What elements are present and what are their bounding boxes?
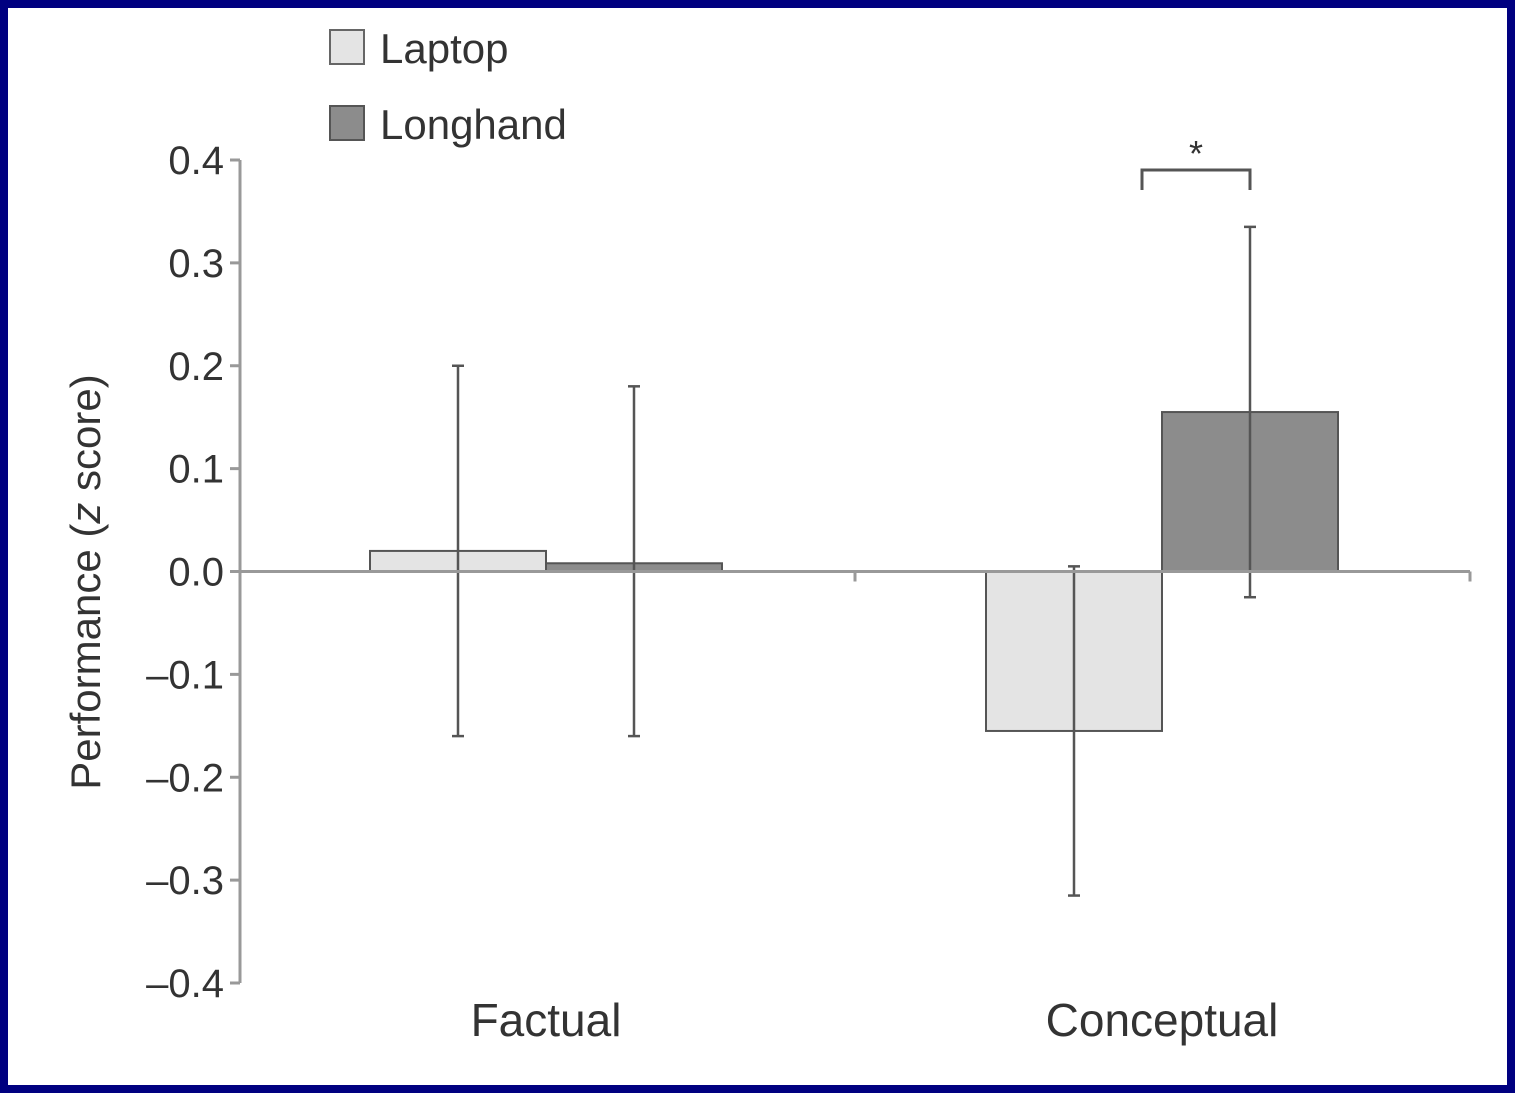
y-tick-label: –0.3: [146, 859, 224, 903]
y-tick-label: 0.0: [168, 551, 224, 595]
error-bars: [452, 225, 1256, 897]
x-category-label: Conceptual: [1046, 994, 1279, 1046]
legend-label-laptop: Laptop: [380, 25, 508, 72]
significance-bracket-line: [1140, 168, 1252, 190]
bar-chart: Laptop Longhand Performance (z score) 0.…: [62, 25, 1472, 1046]
y-tick-label: –0.2: [146, 756, 224, 800]
y-tick-label: –0.4: [146, 962, 224, 1006]
significance-bracket: *: [1140, 133, 1252, 190]
significance-marker: *: [1189, 133, 1203, 174]
x-axis: Factual Conceptual: [240, 570, 1472, 1046]
y-tick-label: 0.4: [168, 139, 224, 183]
legend: Laptop Longhand: [329, 25, 567, 148]
chart-panel: Laptop Longhand Performance (z score) 0.…: [8, 8, 1507, 1085]
legend-swatch-laptop: [329, 29, 365, 65]
y-axis-label: Performance (z score): [62, 374, 109, 789]
y-axis: 0.4 0.3 0.2 0.1 0.0 –0.1 –0.2 –0.3 –0.4: [146, 139, 242, 1006]
y-tick-label: 0.1: [168, 448, 224, 492]
y-tick-label: 0.3: [168, 242, 224, 286]
y-tick-label: –0.1: [146, 653, 224, 697]
x-category-label: Factual: [471, 994, 622, 1046]
y-tick-label: 0.2: [168, 345, 224, 389]
legend-label-longhand: Longhand: [380, 101, 567, 148]
legend-swatch-longhand: [329, 105, 365, 141]
